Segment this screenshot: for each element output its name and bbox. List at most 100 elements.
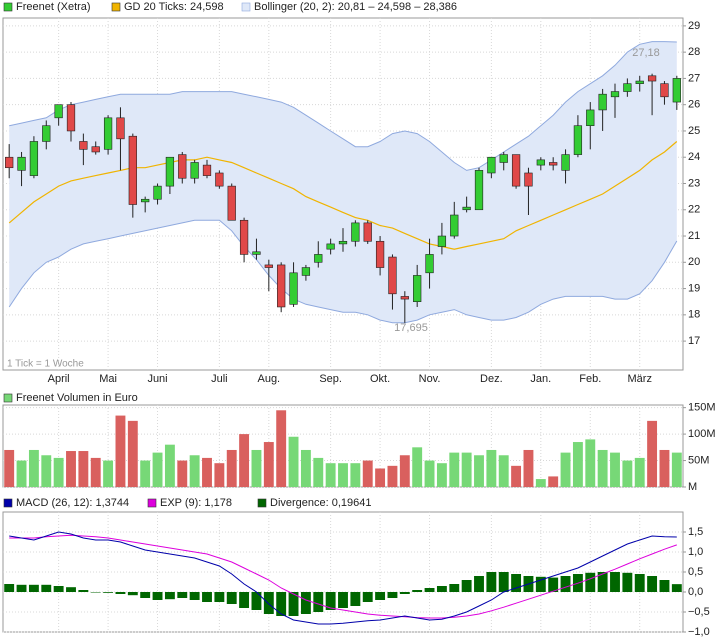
- volume-bar: [202, 457, 212, 487]
- divergence-bar: [548, 577, 559, 592]
- candle-body: [91, 146, 100, 153]
- macd-line: [9, 531, 677, 625]
- candle-body: [363, 222, 372, 242]
- volume-bar: [647, 420, 658, 487]
- volume-bar: [449, 452, 460, 487]
- y-tick-label: 1,0: [688, 546, 703, 558]
- volume-bar: [4, 449, 15, 487]
- volume-bar: [41, 455, 52, 487]
- divergence-bar: [41, 584, 52, 592]
- legend-label: Freenet (Xetra): [16, 1, 91, 13]
- y-tick-label: 1,5: [688, 526, 703, 538]
- legend-swatch: [147, 498, 157, 508]
- legend-label: GD 20 Ticks: 24,598: [124, 1, 224, 13]
- divergence-bar: [474, 576, 484, 592]
- candle-body: [165, 156, 175, 187]
- divergence-bar: [300, 592, 311, 614]
- divergence-bar: [585, 572, 596, 592]
- x-tick-label: Nov.: [419, 373, 441, 385]
- y-tick-label: 20: [688, 256, 700, 268]
- legend-label: Freenet Volumen in Euro: [16, 392, 138, 404]
- legend-label: EXP (9): 1,178: [160, 497, 232, 509]
- volume-bar: [263, 442, 274, 487]
- candle-body: [29, 141, 39, 176]
- y-tick-label: 26: [688, 99, 700, 111]
- volume-bar: [424, 460, 435, 487]
- candle-body: [66, 104, 76, 132]
- x-tick-label: Jan.: [530, 373, 551, 385]
- candle-body: [672, 78, 681, 103]
- candle-body: [215, 172, 224, 187]
- volume-bar: [585, 439, 596, 487]
- y-tick-label: 23: [688, 177, 700, 189]
- y-tick-label: 150M: [688, 402, 716, 414]
- divergence-bar: [338, 592, 348, 608]
- volume-bar: [251, 449, 262, 487]
- volume-bar: [103, 460, 114, 487]
- legend-swatch: [257, 498, 267, 508]
- candle-body: [252, 251, 261, 255]
- divergence-bar: [436, 586, 447, 592]
- divergence-bar: [127, 592, 138, 596]
- candle-body: [116, 117, 125, 140]
- volume-bar: [300, 449, 311, 487]
- volume-bar: [572, 442, 583, 487]
- candle-body: [598, 93, 607, 111]
- volume-bar: [276, 410, 287, 487]
- divergence-bar: [325, 592, 336, 610]
- divergence-bar: [164, 592, 175, 600]
- x-tick-label: Mai: [99, 373, 117, 385]
- divergence-bar: [399, 592, 410, 594]
- legend-label: MACD (26, 12): 1,3744: [16, 497, 129, 509]
- volume-bar: [461, 452, 472, 487]
- divergence-bar: [16, 584, 27, 592]
- volume-bar: [610, 452, 620, 487]
- divergence-bar: [103, 592, 114, 593]
- volume-bar: [486, 449, 497, 487]
- candle-body: [277, 264, 286, 308]
- candle-body: [549, 162, 558, 166]
- legend-swatch: [3, 498, 13, 508]
- y-tick-label: 25: [688, 125, 700, 137]
- divergence-bar: [189, 592, 200, 600]
- volume-bar: [597, 449, 608, 487]
- candle-body: [499, 154, 508, 163]
- candle-body: [54, 104, 63, 119]
- y-tick-label: 0,0: [688, 586, 703, 598]
- moving-average: [8, 141, 678, 250]
- volume-bar: [127, 420, 138, 487]
- volume-bar: [177, 460, 188, 487]
- candle-body: [5, 156, 14, 169]
- divergence-bar: [152, 592, 163, 600]
- divergence-bar: [115, 592, 126, 594]
- divergence-bar: [288, 592, 299, 616]
- volume-bar: [671, 452, 682, 487]
- y-tick-label: 50M: [688, 454, 709, 466]
- divergence-bar: [28, 584, 39, 592]
- divergence-bar: [486, 572, 497, 592]
- candle-body: [17, 156, 26, 171]
- candle-body: [561, 154, 570, 171]
- volume-bar: [523, 449, 534, 487]
- divergence-bar: [251, 592, 262, 610]
- macd-line: [9, 534, 677, 619]
- x-tick-label: April: [48, 373, 70, 385]
- y-tick-label: 29: [688, 20, 700, 32]
- divergence-bar: [412, 590, 423, 592]
- candle-body: [647, 75, 657, 82]
- divergence-bar: [535, 576, 546, 592]
- y-tick-label: 19: [688, 282, 700, 294]
- y-tick-label: −1,0: [688, 626, 710, 638]
- y-tick-label: 21: [688, 230, 700, 242]
- divergence-bar: [634, 574, 645, 592]
- divergence-bar: [362, 592, 373, 602]
- bollinger-lower: [8, 219, 678, 324]
- divergence-bar: [177, 592, 188, 598]
- volume-bar: [313, 457, 324, 487]
- divergence-bar: [313, 592, 324, 612]
- candle-body: [425, 254, 434, 274]
- divergence-bar: [560, 576, 571, 592]
- divergence-bar: [610, 572, 620, 592]
- volume-bar: [350, 463, 361, 487]
- candle-body: [635, 80, 644, 84]
